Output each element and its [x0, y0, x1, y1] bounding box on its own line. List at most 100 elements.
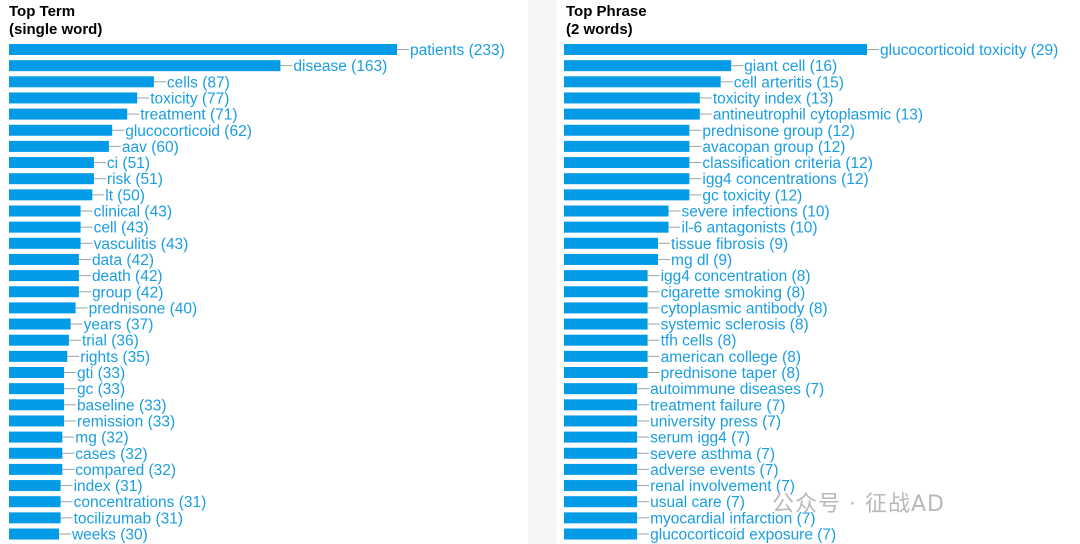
bar-vasculitis — [9, 237, 81, 249]
bar-label: usual care (7) — [650, 494, 745, 511]
chart-title-line-2: (single word) — [9, 21, 103, 38]
bar-prednisone-taper — [564, 367, 648, 378]
bar-mg-dl — [564, 253, 658, 265]
bar-university-press — [564, 415, 638, 427]
bar-concentrations — [9, 496, 61, 508]
bar-label: classification criteria (12) — [702, 155, 873, 172]
bar-label: group (42) — [92, 284, 164, 301]
bar-label: glucocorticoid toxicity (29) — [880, 42, 1058, 59]
chart-title: Top Term (single word) — [9, 3, 102, 39]
bar-antineutrophil-cytoplasmic — [564, 108, 700, 120]
bar-label: concentrations (31) — [74, 494, 207, 511]
bar-severe-asthma — [564, 447, 638, 459]
bar-label: remission (33) — [77, 413, 175, 430]
bar-label: american college (8) — [661, 349, 801, 366]
bar-prednisone — [9, 302, 76, 314]
bar-label: cytoplasmic antibody (8) — [661, 300, 828, 317]
bar-myocardial-infarction — [564, 512, 638, 524]
bar-disease — [9, 60, 281, 72]
bar-igg4-concentrations — [564, 173, 690, 185]
bar-cytoplasmic-antibody — [564, 302, 648, 314]
bar-patients — [9, 44, 397, 55]
bar-label: ci (51) — [107, 155, 150, 172]
bar-label: trial (36) — [82, 333, 139, 350]
bar-il-6-antagonists — [564, 221, 669, 233]
bar-treatment-failure — [564, 399, 638, 411]
bar-label: antineutrophil cytoplasmic (13) — [713, 107, 923, 124]
bar-data — [9, 253, 79, 265]
bar-label: cell (43) — [94, 220, 149, 237]
bar-label: baseline (33) — [77, 397, 167, 414]
bar-label: risk (51) — [107, 171, 163, 188]
bar-giant-cell — [564, 60, 732, 72]
bar-tissue-fibrosis — [564, 237, 658, 249]
top-term-bar-chart: patients (233) disease (163) cells (87)tox… — [9, 42, 505, 544]
bar-label: lt (50) — [105, 187, 145, 204]
bar-label: cigarette smoking (8) — [661, 284, 806, 301]
bar-label: gti (33) — [77, 365, 125, 382]
bar-label: disease (163) — [293, 58, 387, 75]
bar-tfh-cells — [564, 334, 648, 346]
bar-adverse-events — [564, 463, 638, 475]
bar-label: mg (32) — [75, 430, 128, 447]
bar-label: clinical (43) — [94, 204, 172, 221]
bar-toxicity-index — [564, 92, 700, 104]
bar-remission — [9, 415, 64, 427]
bar-avacopan-group — [564, 140, 690, 152]
bar-label: systemic sclerosis (8) — [661, 317, 809, 334]
bar-classification-criteria — [564, 157, 690, 169]
bar-label: cases (32) — [75, 446, 147, 463]
bar-cells — [9, 76, 154, 88]
bar-trial — [9, 334, 69, 346]
bar-rights — [9, 350, 68, 362]
bar-gc-toxicity — [564, 189, 690, 201]
bar-label: tissue fibrosis (9) — [671, 236, 788, 253]
bar-label: igg4 concentrations (12) — [702, 171, 868, 188]
bar-label: cell arteritis (15) — [734, 74, 844, 91]
bar-label: tfh cells (8) — [661, 333, 737, 350]
bar-aav — [9, 140, 109, 152]
bar-tocilizumab — [9, 512, 61, 524]
bar-lt — [9, 189, 93, 201]
bar-group — [9, 286, 79, 298]
bar-usual-care — [564, 496, 638, 508]
bar-label: patients (233) — [410, 42, 505, 59]
bar-gti — [9, 367, 64, 378]
bar-baseline — [9, 399, 64, 411]
bar-label: il-6 antagonists (10) — [681, 220, 817, 237]
bar-label: weeks (30) — [71, 527, 148, 544]
bar-ci — [9, 157, 94, 169]
bar-label: tocilizumab (31) — [74, 510, 183, 527]
bar-label: aav (60) — [122, 139, 179, 156]
bar-label: prednisone group (12) — [702, 123, 855, 140]
bar-glucocorticoid — [9, 124, 113, 136]
bar-label: gc (33) — [77, 381, 125, 398]
top-phrase-bar-chart: glucocorticoid toxicity (29) giant cell (… — [564, 42, 1058, 544]
top-phrase-panel: Top Phrase (2 words) glucocorticoid toxi… — [557, 0, 1080, 544]
bar-label: index (31) — [74, 478, 143, 495]
bar-cell-arteritis — [564, 76, 721, 88]
bar-serum-igg4 — [564, 431, 638, 443]
bar-igg4-concentration — [564, 270, 648, 282]
bar-label: autoimmune diseases (7) — [650, 381, 824, 398]
bar-label: mg dl (9) — [671, 252, 732, 269]
chart-title-line-1: Top Phrase — [566, 3, 647, 20]
watermark: 公众号 · 征战AD — [772, 492, 945, 517]
bar-prednisone-group — [564, 124, 690, 136]
bar-label: glucocorticoid exposure (7) — [650, 527, 836, 544]
bar-treatment — [9, 108, 128, 120]
bar-severe-infections — [564, 205, 669, 217]
bar-label: renal involvement (7) — [650, 478, 795, 495]
bar-label: toxicity (77) — [150, 90, 229, 107]
bar-label: prednisone (40) — [89, 300, 198, 317]
bar-gc — [9, 383, 64, 395]
bar-label: severe infections (10) — [681, 204, 829, 221]
bar-death — [9, 270, 79, 282]
bar-clinical — [9, 205, 81, 217]
bar-autoimmune-diseases — [564, 383, 638, 395]
bar-years — [9, 318, 71, 330]
bar-weeks — [9, 528, 59, 540]
bar-label: severe asthma (7) — [650, 446, 775, 463]
top-term-panel: Top Term (single word) patients (233) dis… — [0, 0, 528, 544]
chart-title-line-1: Top Term — [9, 3, 76, 20]
